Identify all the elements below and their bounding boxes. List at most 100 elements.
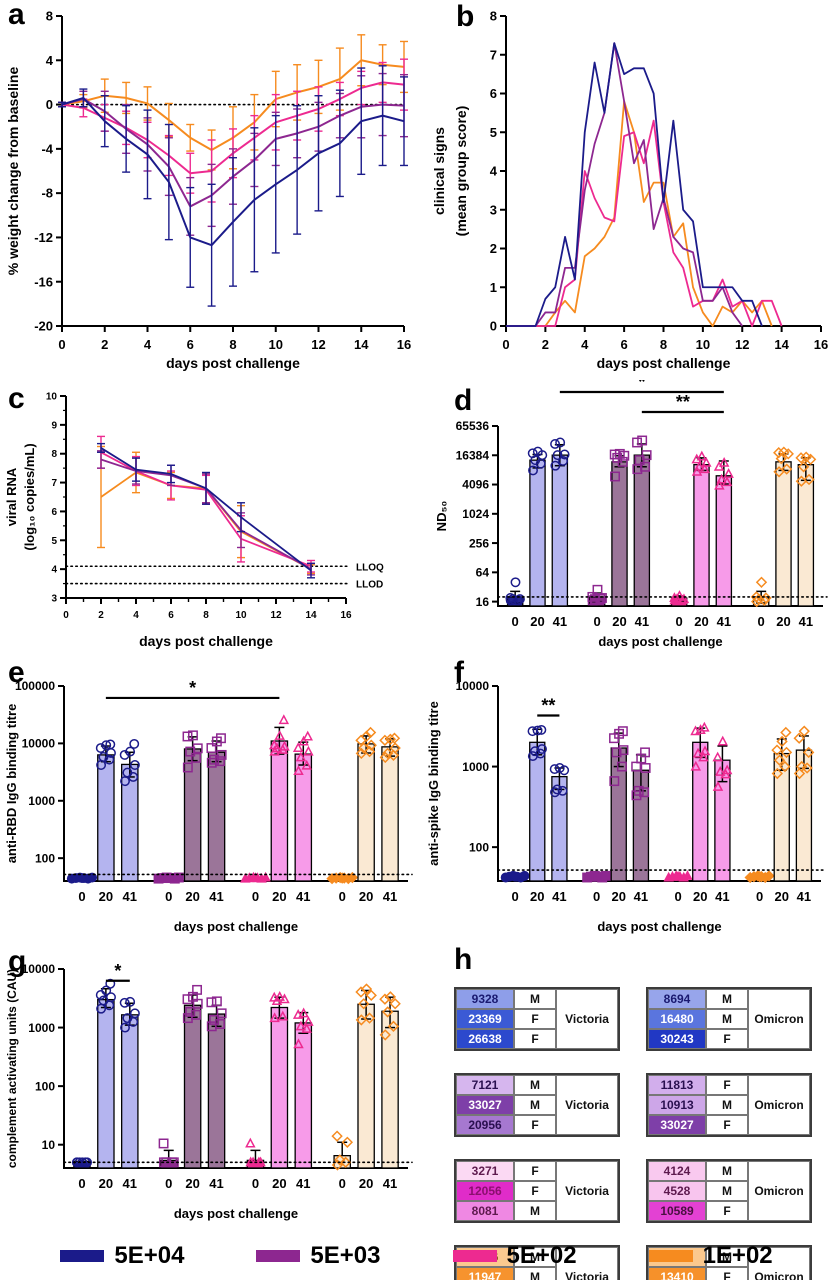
svg-text:1024: 1024 <box>462 507 489 521</box>
svg-text:10: 10 <box>46 392 58 403</box>
svg-text:20: 20 <box>359 1176 373 1191</box>
svg-text:*: * <box>114 961 121 981</box>
svg-text:41: 41 <box>383 889 397 904</box>
svg-text:6: 6 <box>168 610 174 621</box>
svg-text:16384: 16384 <box>456 448 490 462</box>
svg-text:20: 20 <box>99 889 113 904</box>
svg-text:41: 41 <box>123 1176 137 1191</box>
svg-text:256: 256 <box>469 536 489 550</box>
sex-cell: M <box>514 1095 556 1115</box>
svg-text:0: 0 <box>502 337 509 352</box>
svg-text:days post challenge: days post challenge <box>598 634 722 649</box>
svg-text:0: 0 <box>58 337 65 352</box>
svg-text:0: 0 <box>594 614 601 629</box>
svg-text:20: 20 <box>272 889 286 904</box>
svg-text:10: 10 <box>235 610 247 621</box>
svg-text:0: 0 <box>593 889 600 904</box>
svg-text:12: 12 <box>270 610 282 621</box>
sex-cell: M <box>706 1095 748 1115</box>
svg-text:-4: -4 <box>41 141 53 156</box>
svg-text:41: 41 <box>715 889 729 904</box>
sex-cell: M <box>514 1201 556 1221</box>
titre-cell: 4124 <box>648 1161 706 1181</box>
svg-text:10000: 10000 <box>22 962 56 976</box>
svg-text:20: 20 <box>776 614 790 629</box>
svg-text:**: ** <box>676 392 690 412</box>
svg-text:0: 0 <box>490 319 497 334</box>
svg-text:0: 0 <box>252 1176 259 1191</box>
variant-cell: Omicron <box>748 1075 810 1135</box>
svg-text:8: 8 <box>229 337 236 352</box>
nd50-chart: 16 64 256 1024 4096 16384 65536 0 20 41 0 20 41 0 20 41… <box>434 372 828 649</box>
sex-cell: F <box>706 1029 748 1049</box>
animal-table: 8694 M 16480 M 30243 F Omicron <box>646 987 812 1051</box>
weight-change-chart: 0 2 4 6 8 10 12 14 16 -20 -16 -12 -8 -4 0 4 8 days post c… <box>5 9 411 371</box>
titre-cell: 3271 <box>456 1161 514 1181</box>
svg-text:8: 8 <box>490 9 497 24</box>
svg-text:41: 41 <box>383 1176 397 1191</box>
svg-text:**: ** <box>541 696 555 716</box>
svg-text:days post challenge: days post challenge <box>174 1206 298 1221</box>
svg-text:41: 41 <box>797 889 811 904</box>
svg-text:100: 100 <box>35 851 55 865</box>
legend-label: 5E+04 <box>114 1242 185 1269</box>
panel-letter-f: f <box>454 656 464 689</box>
svg-text:8: 8 <box>660 337 667 352</box>
legend-item-dose-5e02: 5E+02 <box>452 1242 577 1270</box>
svg-text:10000: 10000 <box>456 679 490 693</box>
svg-text:(log₁₀ copies/mL): (log₁₀ copies/mL) <box>22 443 37 550</box>
svg-text:10: 10 <box>42 1138 56 1152</box>
svg-text:10000: 10000 <box>22 737 56 751</box>
svg-text:0: 0 <box>165 889 172 904</box>
legend-item-dose-5e03: 5E+03 <box>256 1242 381 1270</box>
svg-text:6: 6 <box>187 337 194 352</box>
svg-text:0: 0 <box>78 1176 85 1191</box>
titre-cell: 8694 <box>648 989 706 1009</box>
svg-text:0: 0 <box>63 610 69 621</box>
panel-letter-h: h <box>454 943 473 976</box>
svg-text:LLOD: LLOD <box>356 580 383 591</box>
titre-cell: 20956 <box>456 1115 514 1135</box>
titre-cell: 16480 <box>648 1009 706 1029</box>
panel-letter-c: c <box>8 382 25 415</box>
variant-cell: Victoria <box>556 1247 618 1280</box>
animal-table: 4124 M 4528 M 10589 F Omicron <box>646 1159 812 1223</box>
svg-text:ND₅₀: ND₅₀ <box>434 501 449 532</box>
svg-text:0: 0 <box>674 889 681 904</box>
svg-text:0: 0 <box>165 1176 172 1191</box>
variant-cell: Omicron <box>748 989 810 1049</box>
svg-text:3: 3 <box>51 594 57 605</box>
panel-d: d 16 64 256 1024 4096 16384 65536 0 20 41 0 20 41 0 20… <box>420 372 833 658</box>
svg-text:0: 0 <box>511 889 518 904</box>
svg-text:41: 41 <box>799 614 813 629</box>
svg-text:41: 41 <box>552 889 566 904</box>
svg-text:41: 41 <box>635 614 649 629</box>
sex-cell: M <box>706 989 748 1009</box>
svg-text:10: 10 <box>269 337 283 352</box>
svg-text:4: 4 <box>581 337 589 352</box>
svg-text:20: 20 <box>530 889 544 904</box>
svg-text:4: 4 <box>133 610 139 621</box>
sex-cell: M <box>706 1161 748 1181</box>
svg-text:8: 8 <box>51 449 57 460</box>
svg-text:8: 8 <box>46 9 53 24</box>
svg-text:20: 20 <box>530 614 544 629</box>
svg-text:20: 20 <box>775 889 789 904</box>
animal-table: 7121 M 33027 M 20956 F Victoria <box>454 1073 620 1137</box>
titre-cell: 11813 <box>648 1075 706 1095</box>
svg-text:0: 0 <box>512 614 519 629</box>
panel-letter-a: a <box>8 0 25 31</box>
sex-cell: M <box>514 1075 556 1095</box>
svg-text:4: 4 <box>490 164 498 179</box>
cau-chart: 10 100 1000 10000 0 20 41 0 20 41 0 20 41 0 20 41 days p… <box>5 961 413 1221</box>
svg-text:0: 0 <box>756 889 763 904</box>
sex-cell: F <box>514 1181 556 1201</box>
panel-letter-b: b <box>456 0 475 33</box>
svg-text:100000: 100000 <box>15 679 55 693</box>
svg-text:41: 41 <box>717 614 731 629</box>
panel-f: f 100 1000 10000 0 20 41 0 20 41 0 20 41 0 20 41 days p… <box>420 658 833 943</box>
svg-text:1000: 1000 <box>28 794 55 808</box>
svg-text:4: 4 <box>51 565 57 576</box>
sex-cell: F <box>514 1115 556 1135</box>
